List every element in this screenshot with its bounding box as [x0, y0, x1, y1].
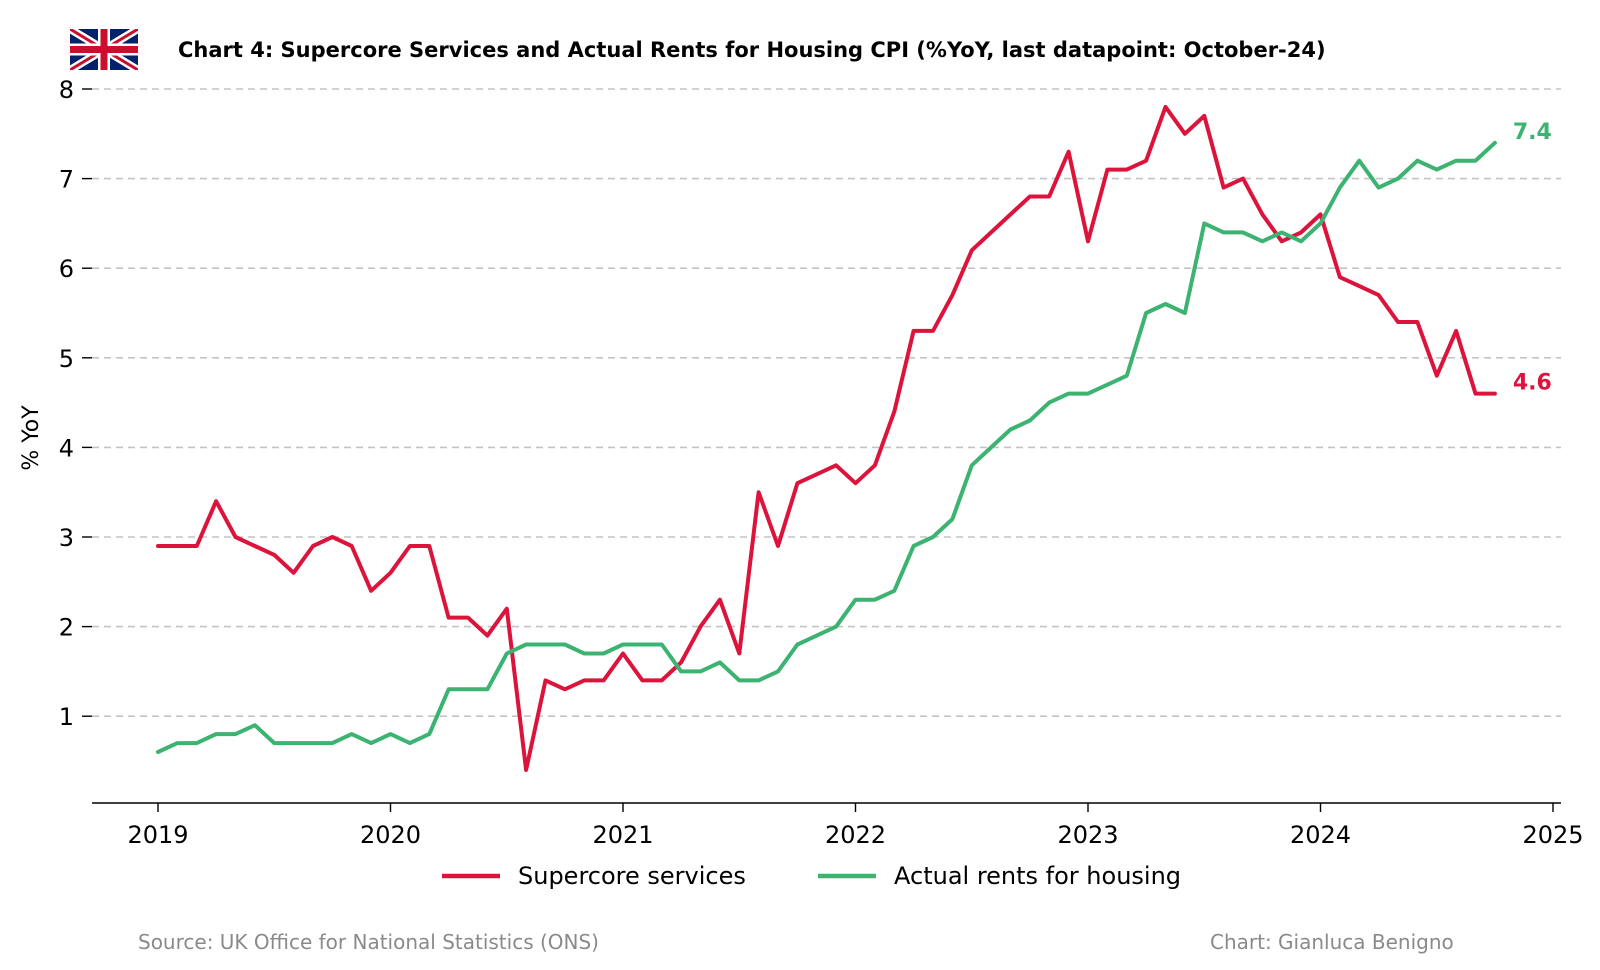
x-tick-label: 2021 — [592, 821, 653, 849]
y-tick-label: 3 — [59, 524, 74, 552]
x-tick-label: 2019 — [127, 821, 188, 849]
end-value-label-rents: 7.4 — [1513, 120, 1552, 145]
legend-label-supercore: Supercore services — [518, 862, 746, 890]
y-tick-label: 8 — [59, 76, 74, 104]
series-line-rents — [156, 140, 1497, 754]
series-line-supercore — [156, 104, 1497, 772]
x-tick-label: 2024 — [1290, 821, 1351, 849]
x-tick-label: 2022 — [825, 821, 886, 849]
source-note: Source: UK Office for National Statistic… — [138, 930, 599, 954]
x-tick-label: 2025 — [1522, 821, 1583, 849]
y-tick-label: 7 — [59, 166, 74, 194]
legend: Supercore services Actual rents for hous… — [442, 862, 1181, 890]
uk-flag-icon — [70, 29, 138, 70]
end-value-label-supercore: 4.6 — [1513, 371, 1552, 396]
grid — [92, 88, 1561, 718]
y-tick-label: 6 — [59, 255, 74, 283]
x-tick-label: 2023 — [1057, 821, 1118, 849]
series — [156, 104, 1497, 772]
chart-credit: Chart: Gianluca Benigno — [1210, 930, 1454, 954]
x-axis: 2019 2020 2021 2022 2023 2024 2025 — [127, 803, 1584, 849]
y-tick-label: 5 — [59, 345, 74, 373]
end-labels: 4.6 7.4 — [1513, 120, 1552, 396]
y-tick-label: 2 — [59, 614, 74, 642]
y-tick-label: 4 — [59, 434, 74, 462]
y-axis: 1 2 3 4 5 6 7 8 — [59, 76, 92, 731]
y-tick-label: 1 — [59, 703, 74, 731]
x-tick-label: 2020 — [360, 821, 421, 849]
legend-label-rents: Actual rents for housing — [894, 862, 1181, 890]
y-axis-label: % YoY — [19, 405, 44, 471]
chart-title: Chart 4: Supercore Services and Actual R… — [178, 38, 1326, 62]
